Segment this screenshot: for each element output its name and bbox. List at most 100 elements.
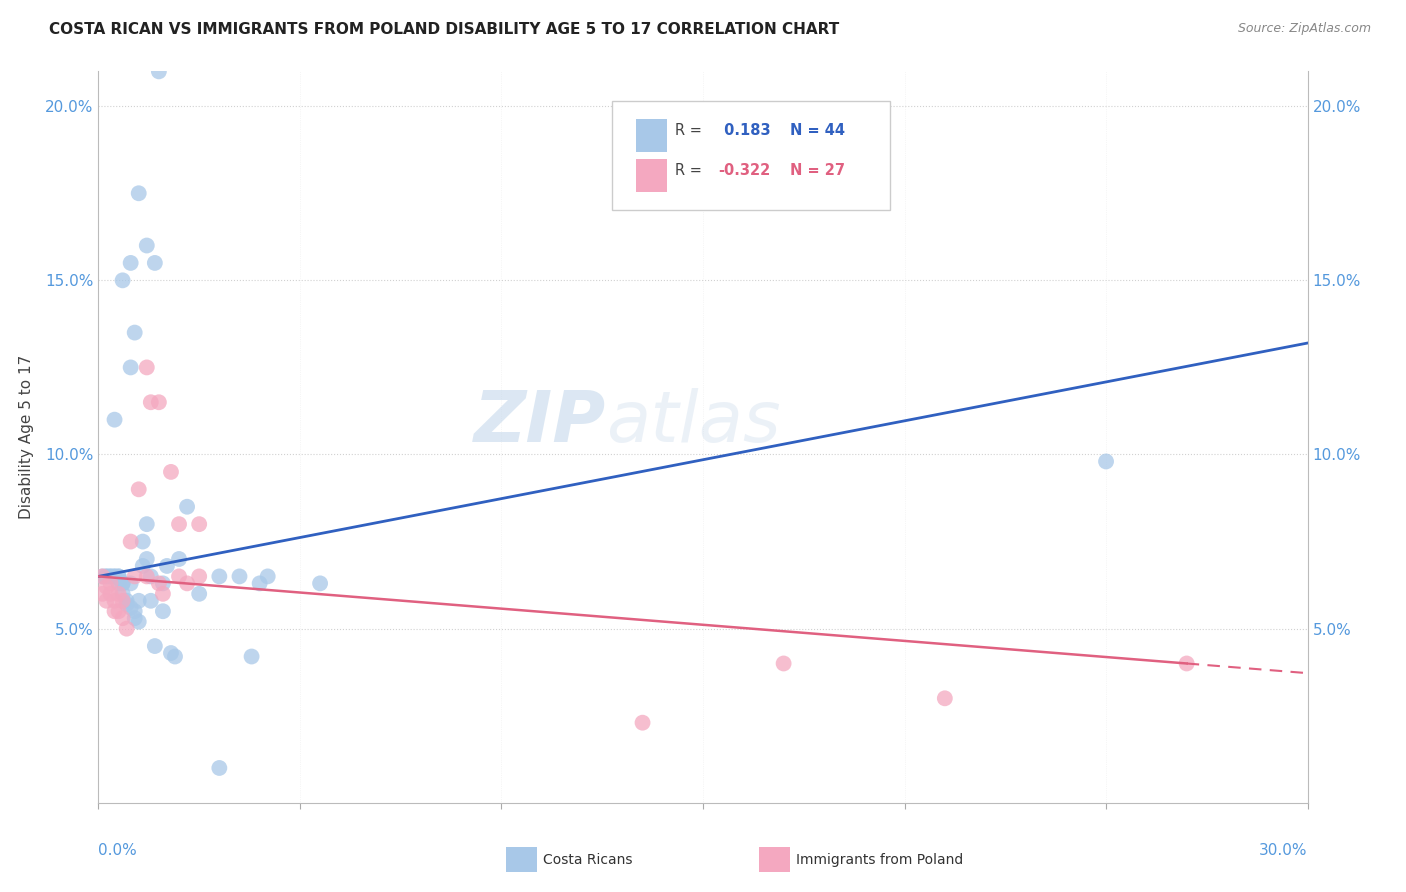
Point [309, 576, 332, 591]
Point [91, 569, 114, 583]
Point [240, 649, 263, 664]
Point [128, 615, 150, 629]
FancyBboxPatch shape [613, 101, 890, 211]
Point [135, 552, 157, 566]
Point [256, 569, 278, 583]
Point [249, 576, 271, 591]
Text: atlas: atlas [606, 388, 780, 457]
Point [135, 360, 157, 375]
Point [107, 587, 129, 601]
Point [115, 594, 138, 608]
Point [111, 611, 134, 625]
Point [103, 569, 125, 583]
Text: Immigrants from Poland: Immigrants from Poland [796, 853, 963, 867]
Point [208, 761, 231, 775]
Point [115, 622, 138, 636]
Point [103, 412, 125, 426]
Point [934, 691, 956, 706]
Point [91, 587, 114, 601]
Point [139, 594, 162, 608]
Point [96, 594, 118, 608]
Text: R =: R = [675, 163, 707, 178]
Point [132, 558, 155, 573]
Point [107, 576, 129, 591]
Point [176, 500, 198, 514]
Point [188, 569, 211, 583]
Point [107, 569, 129, 583]
Point [135, 238, 157, 252]
Point [167, 517, 190, 532]
Text: N = 27: N = 27 [790, 163, 845, 178]
Text: 0.183: 0.183 [718, 122, 770, 137]
Point [96, 569, 118, 583]
Point [91, 569, 114, 583]
Point [772, 657, 794, 671]
Point [143, 256, 166, 270]
Point [111, 576, 134, 591]
Text: 30.0%: 30.0% [1260, 843, 1308, 858]
Text: 0.0%: 0.0% [98, 843, 138, 858]
Point [139, 395, 162, 409]
Point [103, 569, 125, 583]
Point [148, 576, 170, 591]
Y-axis label: Disability Age 5 to 17: Disability Age 5 to 17 [20, 355, 34, 519]
Point [100, 569, 122, 583]
Bar [637, 159, 666, 192]
Point [176, 576, 198, 591]
Text: R =: R = [675, 122, 707, 137]
Point [167, 552, 190, 566]
Point [96, 580, 118, 594]
Point [115, 597, 138, 611]
Point [160, 646, 183, 660]
Text: -0.322: -0.322 [718, 163, 770, 178]
Point [96, 569, 118, 583]
Point [120, 576, 142, 591]
Text: N = 44: N = 44 [790, 122, 845, 137]
Point [167, 569, 190, 583]
Text: Source: ZipAtlas.com: Source: ZipAtlas.com [1237, 22, 1371, 36]
Point [111, 273, 134, 287]
Point [124, 326, 146, 340]
Text: ZIP: ZIP [474, 388, 606, 457]
Point [107, 604, 129, 618]
Point [1095, 454, 1118, 468]
Point [111, 576, 134, 591]
Point [152, 587, 174, 601]
Point [132, 534, 155, 549]
Point [135, 517, 157, 532]
Point [128, 483, 150, 497]
Point [631, 715, 654, 730]
Point [107, 569, 129, 583]
Point [156, 558, 179, 573]
Point [135, 569, 157, 583]
Point [128, 594, 150, 608]
Point [208, 569, 231, 583]
Point [128, 186, 150, 201]
Point [139, 569, 162, 583]
Bar [637, 119, 666, 152]
Point [228, 569, 250, 583]
Point [152, 604, 174, 618]
Text: Costa Ricans: Costa Ricans [543, 853, 633, 867]
Point [124, 569, 146, 583]
Point [111, 587, 134, 601]
Point [160, 465, 183, 479]
Point [152, 576, 174, 591]
Point [120, 360, 142, 375]
Point [124, 604, 146, 618]
Point [148, 395, 170, 409]
Point [103, 604, 125, 618]
Point [111, 594, 134, 608]
Point [120, 256, 142, 270]
Point [120, 600, 142, 615]
Point [124, 611, 146, 625]
Text: COSTA RICAN VS IMMIGRANTS FROM POLAND DISABILITY AGE 5 TO 17 CORRELATION CHART: COSTA RICAN VS IMMIGRANTS FROM POLAND DI… [49, 22, 839, 37]
Point [100, 576, 122, 591]
Point [100, 569, 122, 583]
Point [100, 587, 122, 601]
Point [188, 587, 211, 601]
Point [143, 639, 166, 653]
Point [120, 534, 142, 549]
Point [1175, 657, 1198, 671]
Point [148, 64, 170, 78]
